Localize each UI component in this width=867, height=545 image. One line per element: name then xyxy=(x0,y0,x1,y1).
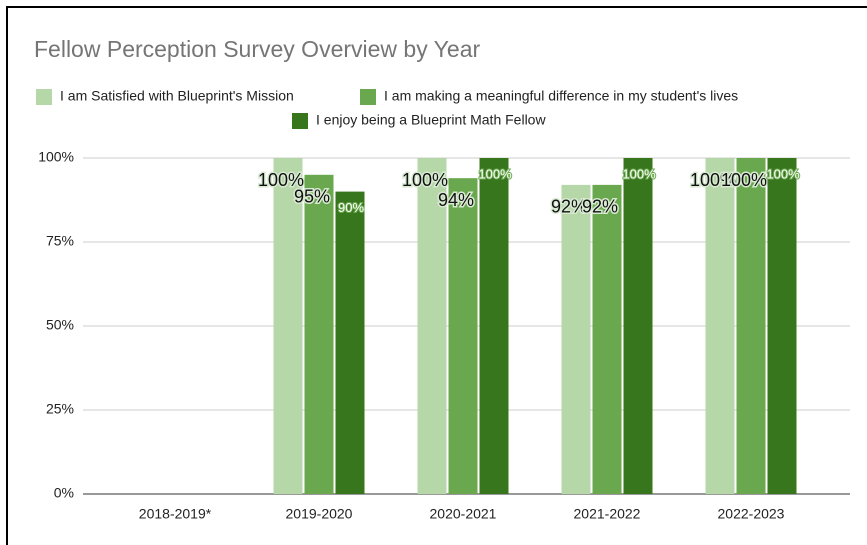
data-label: 100% xyxy=(690,170,736,190)
data-label: 95% xyxy=(294,187,330,207)
x-tick-label: 2020-2021 xyxy=(430,506,497,522)
bar xyxy=(335,191,365,494)
frame xyxy=(6,6,867,545)
legend-swatch xyxy=(360,89,376,105)
bar xyxy=(592,184,622,494)
data-label: 94% xyxy=(438,190,474,210)
bar xyxy=(479,158,509,494)
x-tick-label: 2019-2020 xyxy=(286,506,353,522)
data-label: 92% xyxy=(582,197,618,217)
y-tick-label: 50% xyxy=(46,317,74,333)
x-tick-label: 2021-2022 xyxy=(574,506,641,522)
data-label: 100% xyxy=(478,166,512,181)
data-label: 100% xyxy=(721,170,767,190)
data-label: 100% xyxy=(622,166,656,181)
bar xyxy=(304,174,334,495)
legend-label: I am making a meaningful difference in m… xyxy=(384,88,738,104)
bar xyxy=(736,158,766,494)
data-label: 90% xyxy=(338,200,364,215)
legend-label: I enjoy being a Blueprint Math Fellow xyxy=(316,112,546,128)
legend-swatch xyxy=(36,89,52,105)
data-label: 100% xyxy=(258,170,304,190)
data-label: 100% xyxy=(766,166,800,181)
y-tick-label: 25% xyxy=(46,401,74,417)
bar xyxy=(561,184,591,494)
y-tick-label: 0% xyxy=(54,485,74,501)
data-label: 100% xyxy=(402,170,448,190)
y-tick-label: 100% xyxy=(38,149,74,165)
bar xyxy=(623,158,653,494)
bar xyxy=(767,158,797,494)
legend-label: I am Satisfied with Blueprint's Mission xyxy=(60,88,294,104)
bar xyxy=(417,158,447,494)
bar xyxy=(705,158,735,494)
x-tick-label: 2018-2019* xyxy=(139,506,212,522)
chart-title: Fellow Perception Survey Overview by Yea… xyxy=(34,36,480,62)
y-tick-label: 75% xyxy=(46,233,74,249)
bar xyxy=(448,178,478,494)
x-tick-label: 2022-2023 xyxy=(718,506,785,522)
legend-swatch xyxy=(292,113,308,129)
bar xyxy=(273,158,303,494)
data-label: 92% xyxy=(551,197,587,217)
